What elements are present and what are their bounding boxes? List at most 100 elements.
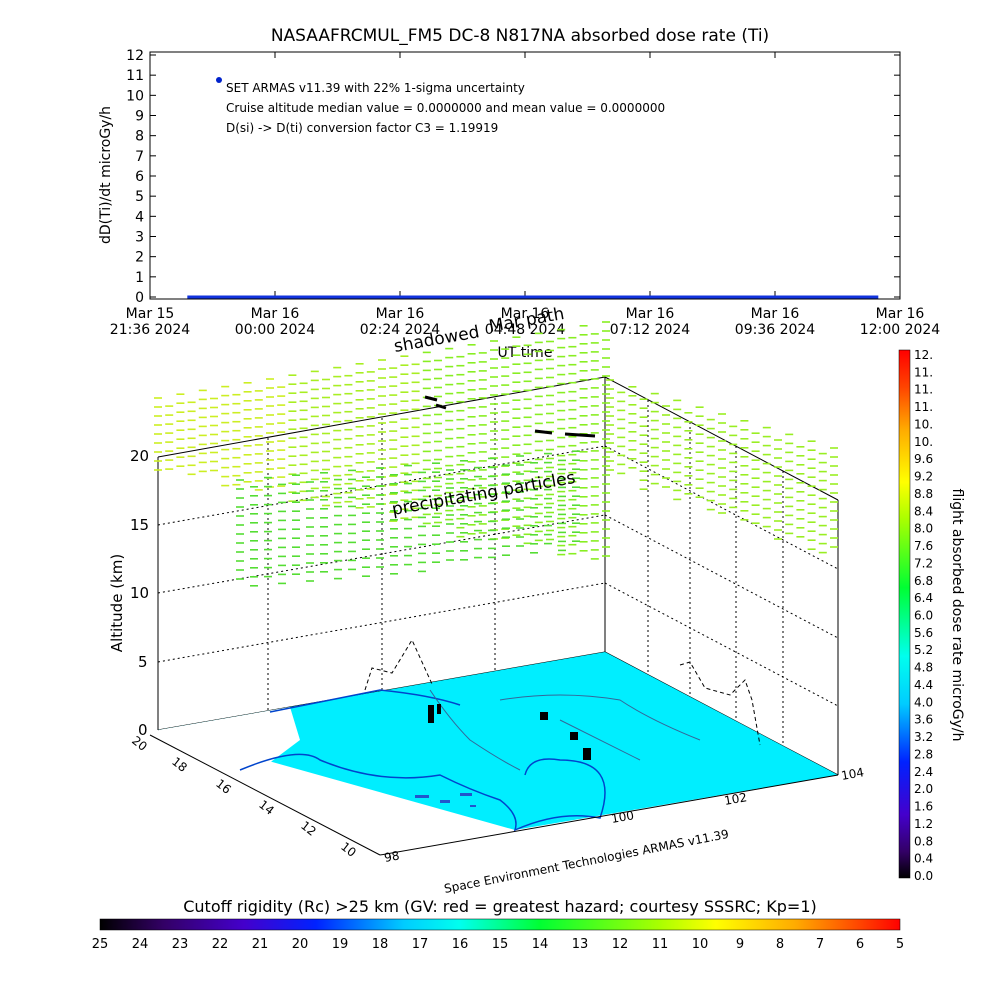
colorbar-right-tick: 9.2 — [914, 470, 933, 484]
flight-altitude-profile — [364, 638, 761, 746]
colorbar-right-tick: 7.6 — [914, 539, 933, 553]
altitude-tick: 5 — [138, 653, 148, 671]
dose-rate-markers — [154, 321, 838, 587]
colorbar-bottom-ticks: 25 24 23 22 21 20 19 18 17 16 15 14 13 12 11 10 9 8 7 6 5 — [92, 937, 904, 952]
colorbar-right-tick: 0.0 — [914, 869, 933, 883]
lon-tick: 100 — [610, 808, 635, 826]
colorbar-right-tick: 11. — [914, 383, 933, 397]
map-borders — [429, 689, 701, 771]
altitude-tick: 15 — [130, 516, 149, 534]
top-x-tick-label: Mar 16 — [376, 306, 425, 322]
top-x-tick-label: Mar 15 — [126, 306, 175, 322]
colorbar-bottom-tick: 8 — [776, 937, 784, 952]
colorbar-bottom-tick: 21 — [252, 937, 269, 952]
top-x-tick-label: 07:12 2024 — [610, 322, 691, 338]
map-coastline — [239, 689, 606, 832]
top-x-tick-label: 04:48 2024 — [485, 322, 566, 338]
colorbar-right-tick: 10. — [914, 435, 933, 449]
colorbar-right-tick: 10. — [914, 417, 933, 431]
colorbar-right-tick: 11. — [914, 400, 933, 414]
top-x-tick-label: 02:24 2024 — [360, 322, 441, 338]
colorbar-right-tick: 11. — [914, 365, 933, 379]
top-x-tick-label: 21:36 2024 — [110, 322, 191, 338]
lon-tick: 104 — [840, 765, 865, 783]
altitude-tick: 10 — [130, 584, 149, 602]
credit-text: Space Environment Technologies ARMAS v11… — [443, 827, 730, 896]
colorbar-right-tick: 8.4 — [914, 504, 933, 518]
top-y-tick-label: 12 — [126, 48, 144, 64]
colorbar-right-tick: 6.0 — [914, 609, 933, 623]
colorbar-bottom-tick: 16 — [452, 937, 469, 952]
top-x-tick-label: Mar 16 — [876, 306, 925, 322]
colorbar-right-tick: 2.8 — [914, 747, 933, 761]
colorbar-bottom-tick: 14 — [532, 937, 549, 952]
colorbar-bottom-tick: 13 — [572, 937, 589, 952]
colorbar-bottom-tick: 6 — [856, 937, 864, 952]
map-islands — [415, 793, 476, 807]
altitude-tick: 20 — [130, 447, 149, 465]
colorbar-right-tick: 4.4 — [914, 678, 933, 692]
top-y-tick-label: 4 — [135, 209, 144, 225]
top-y-tick-label: 0 — [135, 290, 144, 306]
top-y-tick-label: 11 — [126, 68, 144, 84]
colorbar-right-tick: 4.0 — [914, 695, 933, 709]
colorbar-bottom-tick: 12 — [612, 937, 629, 952]
colorbar-right-strip — [898, 349, 911, 879]
top-y-tick-label: 10 — [126, 88, 144, 104]
colorbar-bottom-tick: 5 — [896, 937, 904, 952]
colorbar-bottom-tick: 11 — [652, 937, 669, 952]
top-y-tick-label: 1 — [135, 270, 144, 286]
top-chart-title: NASAAFRCMUL_FM5 DC-8 N817NA absorbed dos… — [271, 26, 769, 46]
colorbar-bottom-tick: 15 — [492, 937, 509, 952]
colorbar-right-tick: 1.6 — [914, 800, 933, 814]
top-y-tick-label: 2 — [135, 250, 144, 266]
colorbar-right-label: flight absorbed dose rate microGy/h — [949, 489, 965, 742]
colorbar-right-tick: 3.6 — [914, 713, 933, 727]
lat-tick: 14 — [256, 797, 277, 817]
colorbar-right-tick: 4.8 — [914, 661, 933, 675]
colorbar-bottom-tick: 17 — [412, 937, 429, 952]
longitude-ticks: 98 100 102 104 — [383, 765, 865, 865]
colorbar-bottom-tick: 23 — [172, 937, 189, 952]
colorbar-right-tick: 3.2 — [914, 730, 933, 744]
legend-line-2: Cruise altitude median value = 0.0000000… — [226, 101, 665, 115]
colorbar-right-tick: 1.2 — [914, 817, 933, 831]
top-x-tick-label: 12:00 2024 — [860, 322, 941, 338]
colorbar-right-tick: 5.6 — [914, 626, 933, 640]
legend-line-3: D(si) -> D(ti) conversion factor C3 = 1.… — [226, 121, 498, 135]
right-colorbar: 0.0 0.4 0.8 1.2 1.6 2.0 2.4 2.8 3.2 3.6 4.0 4.4 4.8 5… — [898, 348, 965, 883]
colorbar-right-tick: 6.4 — [914, 591, 933, 605]
colorbar-bottom-tick: 20 — [292, 937, 309, 952]
top-y-tick-label: 8 — [135, 129, 144, 145]
colorbar-right-tick: 7.2 — [914, 556, 933, 570]
lon-tick: 102 — [723, 790, 748, 808]
colorbar-right-tick: 6.8 — [914, 574, 933, 588]
colorbar-right-tick: 9.6 — [914, 452, 933, 466]
top-x-tick-label: Mar 16 — [501, 306, 550, 322]
altitude-axis-label: Altitude (km) — [108, 554, 126, 652]
scene-3d: shadowed Mar path precipitating particle… — [108, 304, 865, 896]
ground-track — [428, 704, 591, 760]
top-chart: NASAAFRCMUL_FM5 DC-8 N817NA absorbed dos… — [98, 26, 940, 361]
colorbar-right-tick: 0.8 — [914, 834, 933, 848]
colorbar-right-tick: 8.8 — [914, 487, 933, 501]
map-floor-land — [158, 652, 838, 830]
longitude-axis — [379, 774, 839, 856]
latitude-axis — [149, 734, 381, 856]
colorbar-right-tick: 5.2 — [914, 643, 933, 657]
top-x-axis-label: UT time — [498, 345, 553, 361]
colorbar-bottom-strip — [99, 918, 901, 931]
colorbar-bottom-label: Cutoff rigidity (Rc) >25 km (GV: red = g… — [183, 897, 817, 916]
top-y-axis-label: dD(Ti)/dt microGy/h — [98, 106, 114, 244]
top-x-tick-label: Mar 16 — [251, 306, 300, 322]
legend-marker — [216, 77, 222, 83]
colorbar-right-tick: 12. — [914, 348, 933, 362]
altitude-tick: 0 — [138, 721, 148, 739]
colorbar-bottom-tick: 10 — [692, 937, 709, 952]
bottom-colorbar: Cutoff rigidity (Rc) >25 km (GV: red = g… — [92, 897, 904, 952]
colorbar-right-tick: 2.4 — [914, 765, 933, 779]
flight-path-top — [424, 395, 596, 438]
